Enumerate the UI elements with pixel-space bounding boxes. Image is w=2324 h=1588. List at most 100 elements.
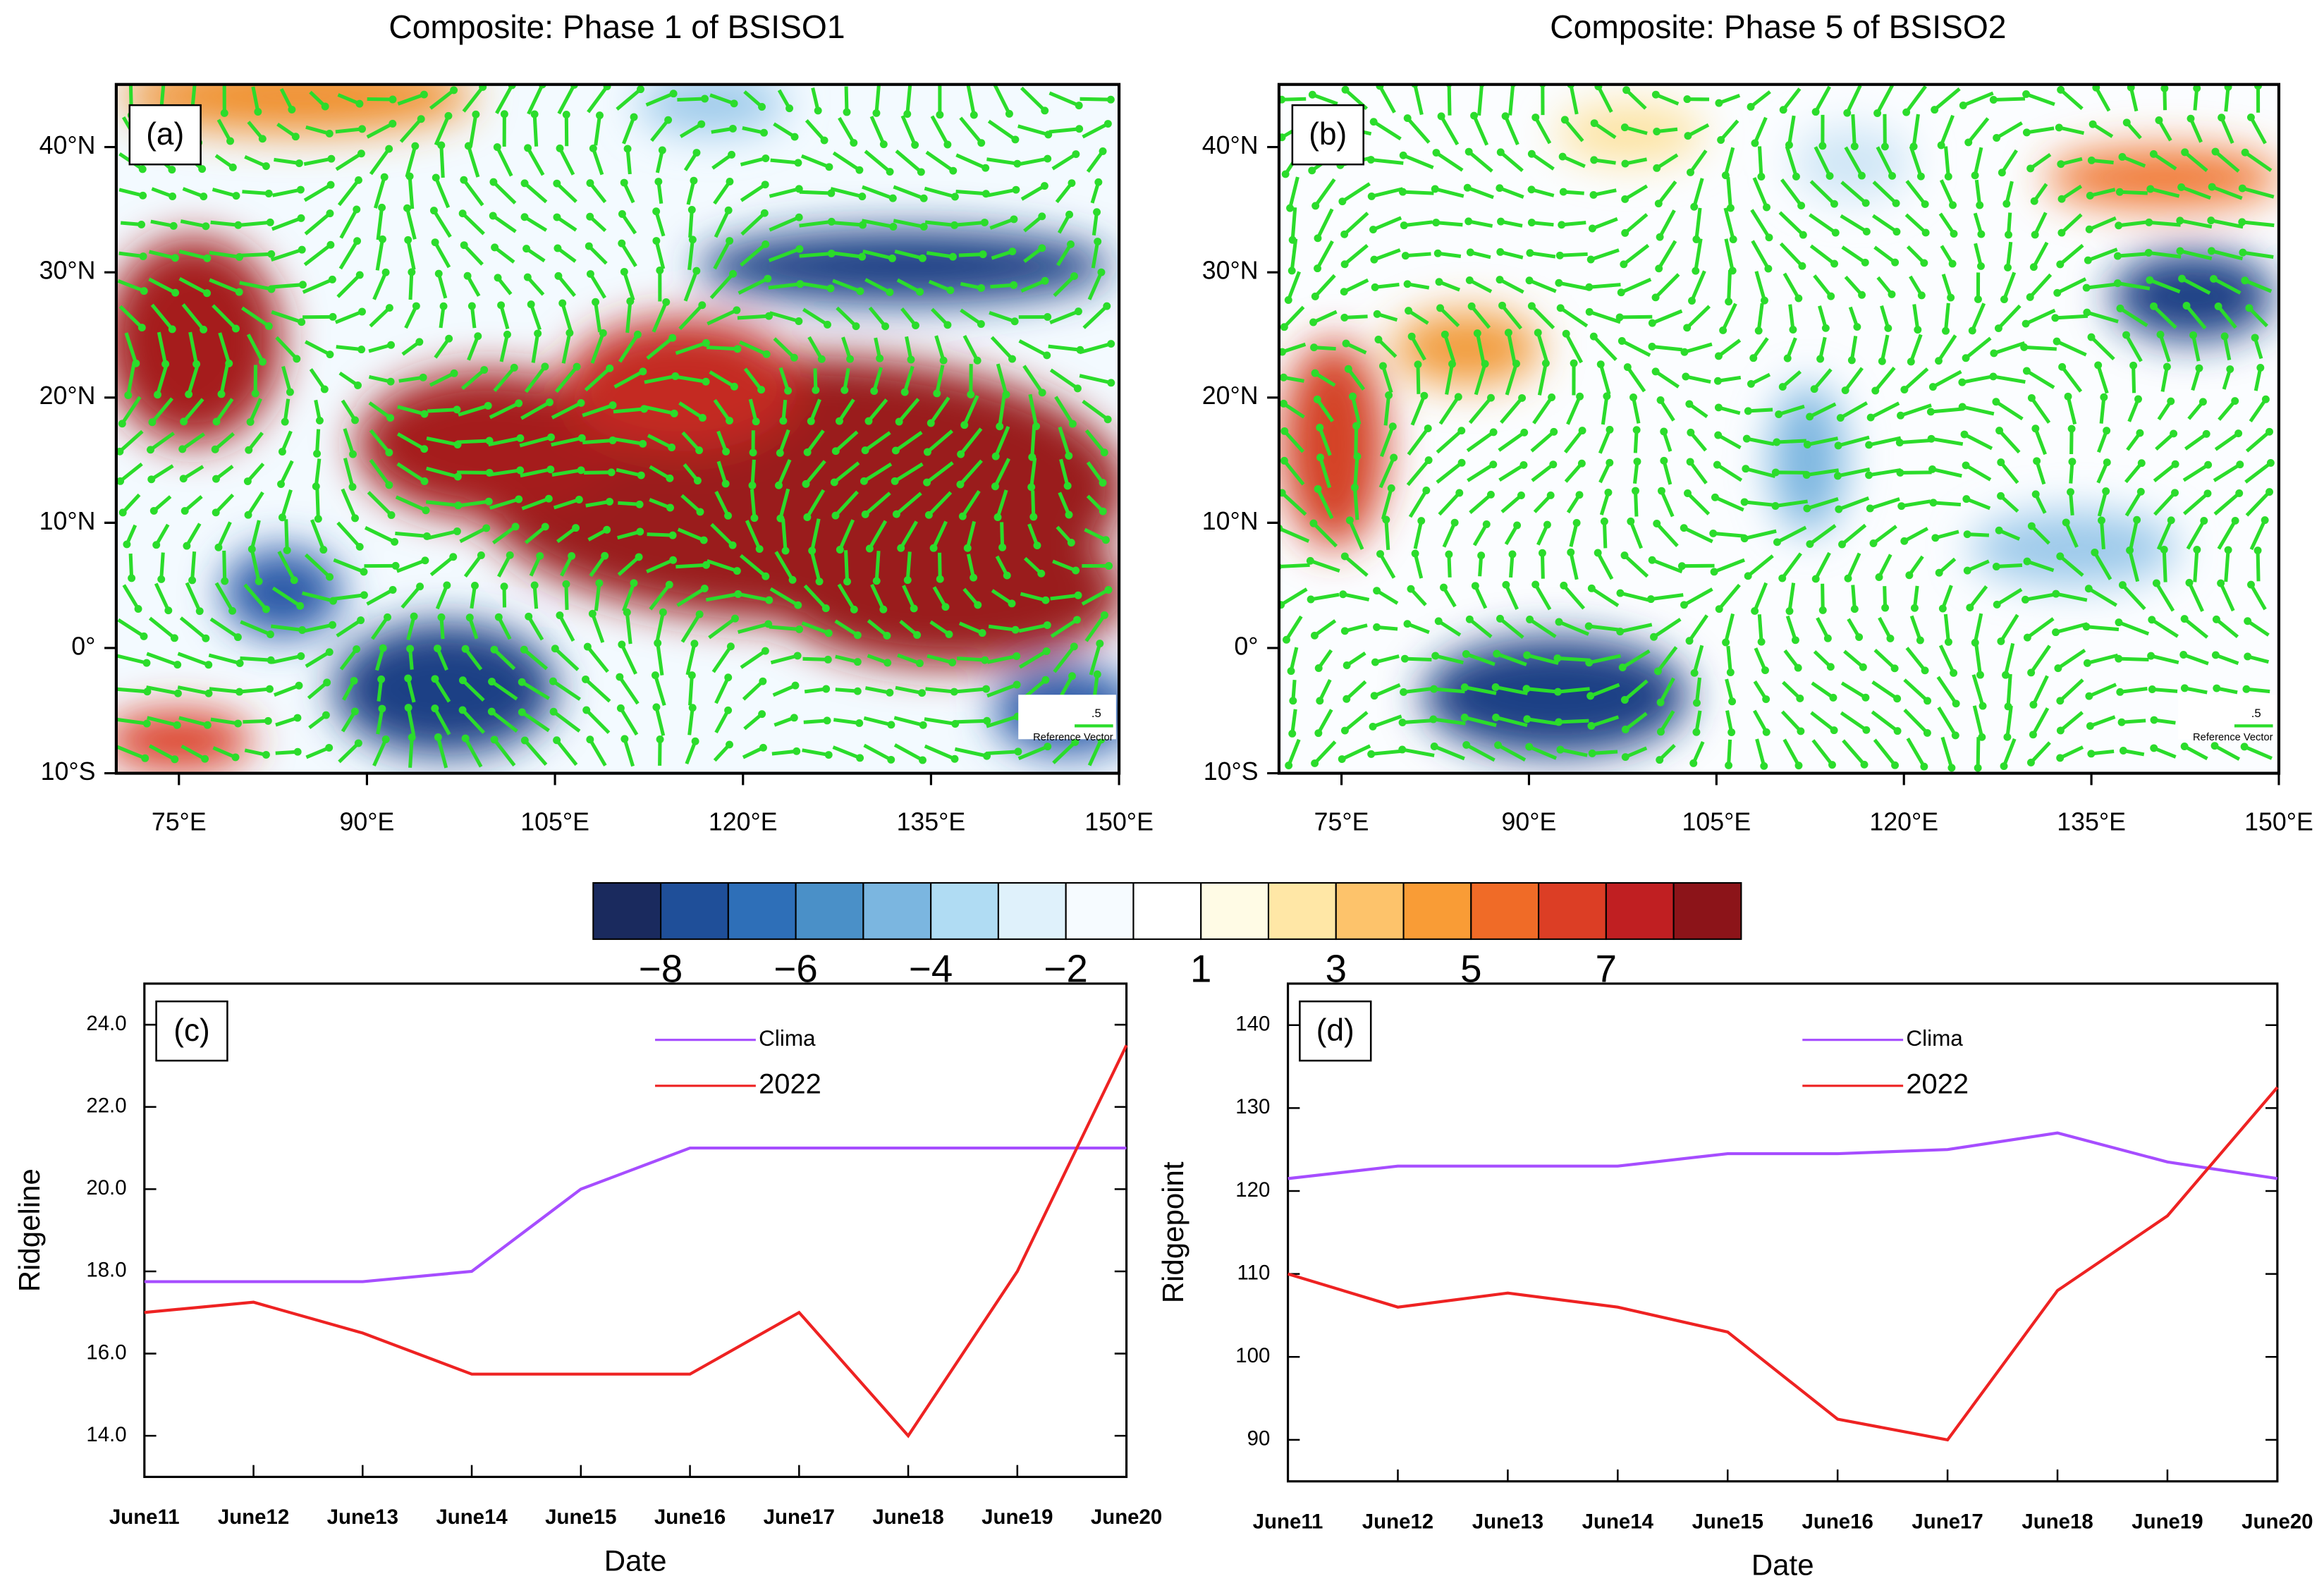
- wind-arrow: [2118, 621, 2150, 636]
- wind-arrow-head: [1916, 636, 1924, 645]
- wind-arrow: [1592, 335, 1617, 361]
- wind-arrow: [185, 523, 202, 547]
- wind-arrow-head: [385, 481, 393, 489]
- wind-arrow: [799, 251, 832, 258]
- wind-arrow-head: [518, 678, 526, 686]
- wind-arrow: [1753, 582, 1768, 612]
- wind-arrow-head: [1560, 116, 1569, 124]
- wind-arrow-head: [888, 254, 896, 262]
- wind-arrow: [1048, 91, 1080, 107]
- wind-arrow-head: [700, 585, 709, 593]
- wind-arrow-head: [453, 405, 461, 414]
- wind-arrow-head: [1976, 671, 1984, 679]
- wind-arrow: [250, 520, 261, 550]
- wind-arrow: [396, 432, 425, 451]
- wind-arrow: [996, 489, 1008, 518]
- wind-arrow-head: [618, 239, 626, 248]
- wind-arrow-head: [1621, 726, 1629, 733]
- wind-arrow: [1974, 243, 1983, 267]
- wind-arrow: [986, 654, 1017, 664]
- wind-arrow-head: [688, 704, 697, 712]
- wind-arrow-head: [1690, 668, 1699, 677]
- wind-arrow-head: [403, 204, 411, 212]
- wind-arrow: [457, 439, 490, 444]
- color-swatch: [1267, 881, 1337, 940]
- wind-arrow-head: [691, 737, 699, 745]
- wind-arrow-head: [1621, 228, 1629, 237]
- wind-arrow: [1084, 613, 1106, 642]
- color-swatch: [1200, 881, 1270, 940]
- wind-arrow-head: [1097, 268, 1106, 276]
- wind-arrow-head: [2136, 487, 2145, 496]
- wind-arrow-head: [606, 364, 614, 372]
- wind-arrow: [426, 466, 458, 479]
- wind-arrow: [369, 147, 391, 176]
- wind-arrow-head: [762, 154, 770, 163]
- wind-arrow-head: [2265, 488, 2274, 496]
- x-tick-label: 150°E: [2244, 807, 2313, 836]
- wind-arrow: [1409, 335, 1426, 361]
- wind-arrow: [713, 181, 732, 205]
- wind-arrow: [1288, 176, 1299, 209]
- wind-arrow-head: [1378, 362, 1387, 370]
- wind-arrow-head: [506, 551, 514, 559]
- wind-arrow-head: [595, 579, 604, 587]
- wind-arrow-head: [635, 500, 644, 508]
- wind-arrow-head: [1578, 427, 1586, 435]
- wind-arrow: [2182, 653, 2209, 666]
- wind-arrow: [838, 398, 855, 422]
- wind-arrow: [2096, 365, 2109, 394]
- wind-arrow-head: [1370, 255, 1378, 264]
- wind-arrow-head: [1041, 596, 1050, 604]
- wind-arrow-head: [1726, 204, 1735, 212]
- wind-arrow-head: [891, 446, 900, 455]
- wind-arrow: [864, 491, 891, 516]
- wind-arrow: [1973, 613, 1983, 643]
- wind-arrow: [1658, 677, 1675, 704]
- wind-arrow: [2152, 687, 2178, 693]
- color-swatch: [1132, 881, 1202, 940]
- wind-arrow-head: [416, 582, 424, 591]
- y-tick-label: 24.0: [86, 1012, 126, 1035]
- wind-arrow: [461, 709, 486, 734]
- wind-arrow-head: [149, 506, 158, 515]
- wind-arrow-head: [601, 551, 609, 560]
- wind-arrow: [2181, 276, 2211, 295]
- wind-arrow: [1318, 427, 1332, 456]
- wind-arrow: [2099, 520, 2105, 549]
- wind-arrow: [955, 719, 987, 724]
- wind-arrow-head: [2224, 546, 2232, 554]
- wind-arrow-head: [410, 612, 418, 621]
- wind-arrow-head: [2064, 392, 2072, 401]
- wind-arrow: [1410, 395, 1426, 426]
- wind-arrow: [1058, 491, 1071, 515]
- wind-arrow: [1591, 217, 1618, 231]
- wind-arrow: [905, 336, 913, 360]
- wind-arrow-head: [2265, 427, 2274, 436]
- wind-arrow-head: [1857, 171, 1866, 180]
- wind-arrow: [895, 491, 922, 516]
- wind-arrow: [1871, 710, 1899, 733]
- wind-arrow: [122, 584, 140, 610]
- wind-arrow: [314, 458, 322, 487]
- wind-arrow-head: [750, 514, 759, 523]
- wind-arrow: [2055, 622, 2088, 635]
- wind-arrow-head: [2087, 750, 2096, 758]
- wind-arrow: [1757, 614, 1763, 642]
- wind-arrow: [1726, 645, 1732, 673]
- wind-arrow: [2128, 549, 2140, 582]
- wind-arrow: [375, 238, 384, 271]
- wind-arrow: [2217, 305, 2237, 329]
- wind-arrow: [1436, 221, 1463, 227]
- wind-arrow-head: [2085, 692, 2093, 700]
- wind-arrow-head: [1431, 185, 1439, 193]
- y-tick-label: 20°N: [1202, 381, 1259, 410]
- wind-arrow: [2124, 491, 2143, 517]
- wind-arrow-head: [586, 735, 594, 744]
- wind-arrow: [898, 398, 920, 423]
- wind-arrow-head: [1964, 138, 1973, 147]
- wind-arrow-head: [1068, 179, 1076, 188]
- wind-arrow-head: [872, 577, 881, 585]
- wind-arrow-head: [522, 245, 531, 253]
- wind-arrow-head: [1075, 102, 1083, 110]
